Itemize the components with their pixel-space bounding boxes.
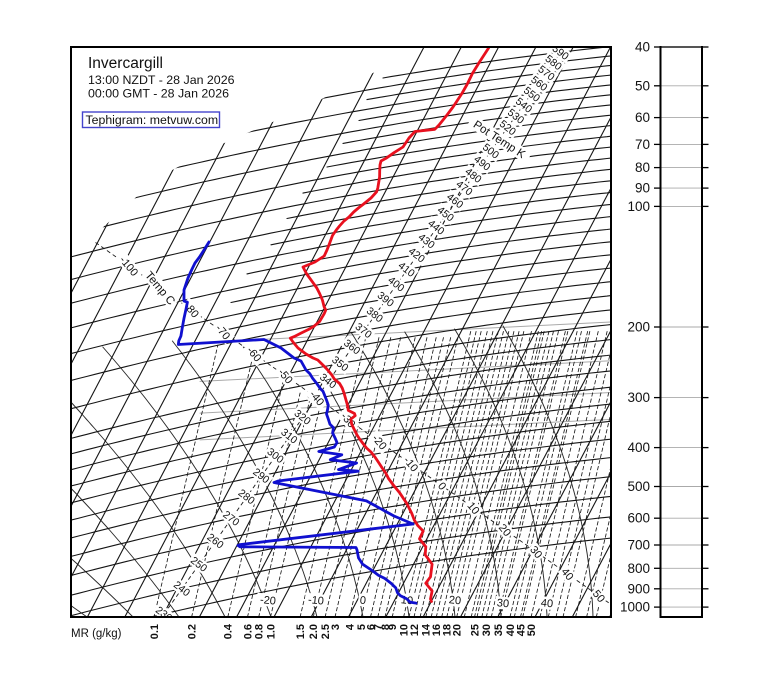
svg-text:50: 50 <box>526 624 538 636</box>
svg-text:1000: 1000 <box>620 600 650 615</box>
svg-text:80: 80 <box>635 160 650 175</box>
svg-text:Invercargill: Invercargill <box>88 55 163 72</box>
svg-text:3: 3 <box>330 624 342 630</box>
svg-text:0.4: 0.4 <box>223 623 235 639</box>
svg-text:18: 18 <box>442 624 454 636</box>
svg-text:500: 500 <box>627 479 650 494</box>
svg-text:0: 0 <box>359 595 366 608</box>
svg-text:600: 600 <box>627 511 650 526</box>
svg-text:0.6: 0.6 <box>242 624 254 639</box>
svg-text:20: 20 <box>448 594 461 607</box>
svg-text:9: 9 <box>387 624 399 630</box>
svg-text:7: 7 <box>373 624 385 630</box>
svg-text:5: 5 <box>356 624 368 630</box>
svg-text:30: 30 <box>481 624 493 636</box>
svg-text:2.5: 2.5 <box>320 624 332 639</box>
svg-text:0.1: 0.1 <box>149 624 161 639</box>
svg-text:4: 4 <box>344 623 356 630</box>
svg-text:60: 60 <box>635 110 650 125</box>
svg-text:400: 400 <box>627 440 650 455</box>
svg-text:25: 25 <box>469 624 481 636</box>
svg-text:90: 90 <box>635 181 650 196</box>
svg-text:900: 900 <box>627 581 650 596</box>
svg-text:40: 40 <box>505 624 517 636</box>
svg-text:300: 300 <box>627 390 650 405</box>
svg-text:1.5: 1.5 <box>295 624 307 639</box>
svg-text:40: 40 <box>635 40 650 55</box>
svg-text:6: 6 <box>365 624 377 630</box>
svg-text:2.0: 2.0 <box>308 624 320 639</box>
svg-text:8: 8 <box>380 624 392 630</box>
svg-text:70: 70 <box>635 137 650 152</box>
svg-text:700: 700 <box>627 538 650 553</box>
svg-text:35: 35 <box>493 624 505 636</box>
svg-text:16: 16 <box>431 624 443 636</box>
svg-text:800: 800 <box>627 561 650 576</box>
svg-text:50: 50 <box>635 78 650 93</box>
svg-text:100: 100 <box>627 199 650 214</box>
svg-text:40: 40 <box>540 597 553 610</box>
svg-text:MR (g/kg): MR (g/kg) <box>71 628 122 640</box>
svg-text:13:00 NZDT - 28 Jan 2026: 13:00 NZDT - 28 Jan 2026 <box>88 73 235 87</box>
svg-text:1.0: 1.0 <box>265 624 277 639</box>
svg-text:14: 14 <box>421 623 433 636</box>
svg-text:200: 200 <box>627 320 650 335</box>
svg-text:00:00 GMT - 28 Jan 2026: 00:00 GMT - 28 Jan 2026 <box>88 87 229 101</box>
svg-text:10: 10 <box>398 624 410 636</box>
svg-text:0.8: 0.8 <box>254 624 266 639</box>
svg-text:12: 12 <box>409 624 421 636</box>
svg-text:30: 30 <box>496 597 509 610</box>
svg-text:-10: -10 <box>307 594 324 608</box>
svg-text:-20: -20 <box>259 594 276 608</box>
svg-text:45: 45 <box>515 624 527 636</box>
svg-text:Tephigram: metvuw.com: Tephigram: metvuw.com <box>86 113 219 127</box>
svg-text:0.2: 0.2 <box>186 624 198 639</box>
svg-text:20: 20 <box>452 624 464 636</box>
